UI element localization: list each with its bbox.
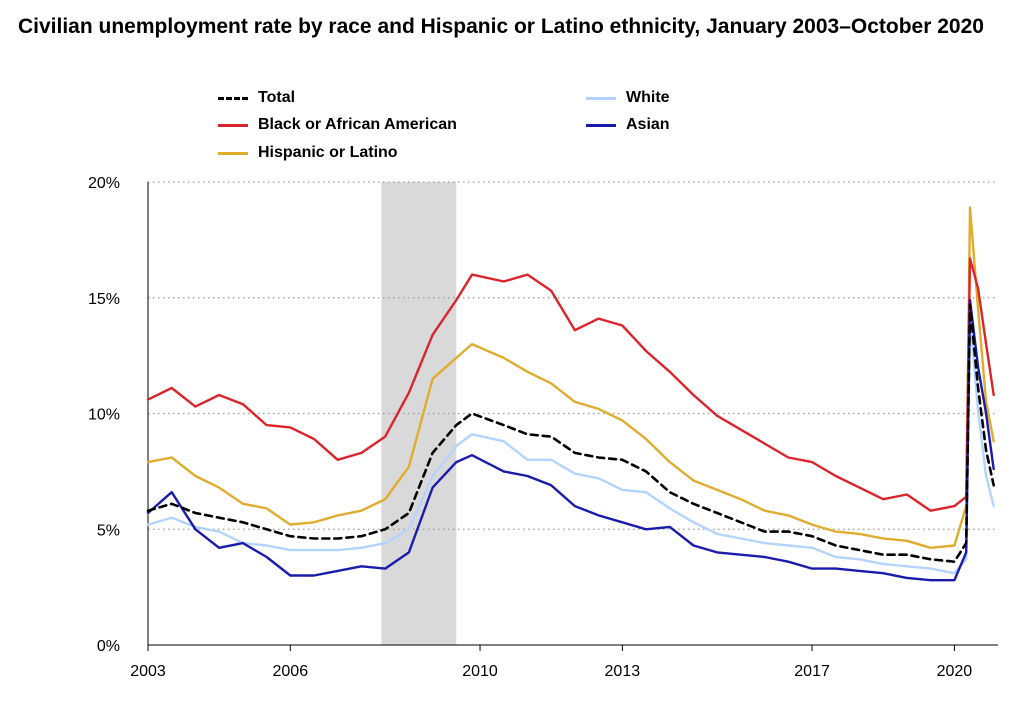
legend-label-white: White — [626, 89, 670, 106]
series-line-total — [146, 303, 996, 564]
legend-swatch-hispanic — [218, 151, 248, 155]
series-line-asian — [146, 298, 995, 582]
x-tick-label: 2020 — [937, 663, 973, 680]
legend-swatch-total — [218, 96, 248, 100]
x-tick-label: 2006 — [273, 663, 309, 680]
legend-item-asian: Asian — [586, 113, 670, 137]
y-tick-label: 15% — [88, 291, 120, 308]
y-tick-label: 5% — [97, 522, 120, 539]
x-tick-label: 2017 — [794, 663, 830, 680]
x-tick-label: 2010 — [462, 663, 498, 680]
y-tick-label: 10% — [88, 407, 120, 424]
series-line-black-or-african-american — [146, 257, 995, 512]
y-tick-label: 0% — [97, 638, 120, 655]
series-line-white — [146, 315, 995, 575]
legend-item-white: White — [586, 86, 670, 110]
legend-label-hispanic: Hispanic or Latino — [258, 144, 398, 161]
x-tick-label: 2003 — [130, 663, 166, 680]
x-tick-label: 2013 — [605, 663, 641, 680]
chart-title: Civilian unemployment rate by race and H… — [18, 15, 984, 38]
legend-label-black: Black or African American — [258, 116, 457, 133]
legend-item-total: Total — [218, 86, 295, 110]
legend-swatch-white — [586, 96, 616, 100]
legend-label-asian: Asian — [626, 116, 670, 133]
y-tick-label: 20% — [88, 175, 120, 192]
series-line-hispanic-or-latino — [146, 206, 995, 549]
legend-item-black: Black or African American — [218, 113, 457, 137]
legend: Total Black or African American Hispanic… — [218, 86, 738, 170]
legend-item-hispanic: Hispanic or Latino — [218, 141, 398, 165]
legend-swatch-black — [218, 123, 248, 127]
legend-label-total: Total — [258, 89, 296, 106]
legend-swatch-asian — [586, 123, 616, 127]
